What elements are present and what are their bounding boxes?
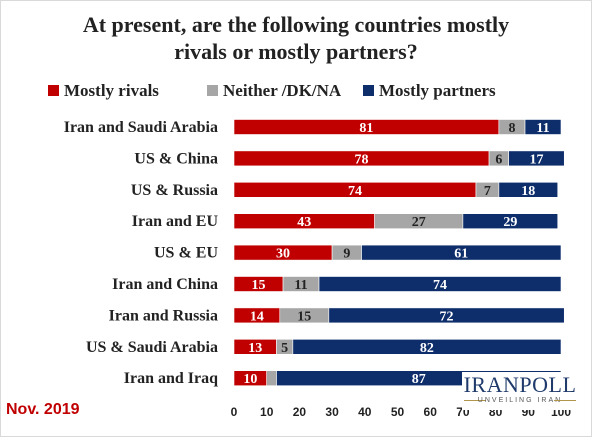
value-label-2-2: 18 xyxy=(521,184,535,199)
value-label-0-1: 8 xyxy=(508,121,515,136)
bar-segment-8-1 xyxy=(266,370,277,387)
iranpoll-logo: IRANPOLL UNVEILING IRAN xyxy=(462,372,578,410)
value-label-1-0: 78 xyxy=(355,152,369,167)
value-label-1-2: 17 xyxy=(529,152,543,167)
value-label-3-0: 43 xyxy=(297,215,311,230)
category-label-4: US & EU xyxy=(154,245,218,262)
value-label-6-1: 15 xyxy=(297,309,311,324)
logo-wordmark: IRANPOLL xyxy=(463,372,577,397)
legend-swatch-0 xyxy=(48,85,59,96)
value-label-4-0: 30 xyxy=(276,247,290,262)
value-label-6-2: 72 xyxy=(440,309,454,324)
bar-segment-6-2 xyxy=(328,307,565,324)
bar-segment-0-2 xyxy=(524,119,562,135)
value-label-7-0: 13 xyxy=(248,341,262,356)
legend-swatch-1 xyxy=(207,85,218,96)
bar-segment-1-2 xyxy=(508,150,565,167)
value-label-1-1: 6 xyxy=(495,152,502,167)
legend-swatch-2 xyxy=(363,85,374,96)
value-label-8-0: 10 xyxy=(243,372,257,387)
x-tick-label-5: 50 xyxy=(391,405,405,419)
bar-segment-5-2 xyxy=(318,276,562,292)
x-tick-label-4: 40 xyxy=(358,405,372,419)
value-label-5-2: 74 xyxy=(433,278,447,293)
logo-tagline: UNVEILING IRAN xyxy=(477,397,563,404)
x-tick-label-1: 10 xyxy=(260,405,274,419)
value-label-0-2: 11 xyxy=(536,121,549,136)
legend-label-1: Neither /DK/NA xyxy=(223,81,342,100)
value-label-2-0: 74 xyxy=(348,184,362,199)
category-label-2: US & Russia xyxy=(131,182,218,199)
value-label-7-2: 82 xyxy=(420,341,434,356)
bar-segment-2-2 xyxy=(498,182,559,198)
value-label-3-1: 27 xyxy=(412,215,426,230)
value-label-0-0: 81 xyxy=(359,121,373,136)
bar-segment-7-2 xyxy=(292,338,562,355)
value-label-8-2: 87 xyxy=(412,372,426,387)
chart-title-line-1: At present, are the following countries … xyxy=(82,12,510,37)
value-label-4-2: 61 xyxy=(454,247,468,262)
chart-title: At present, are the following countries … xyxy=(0,11,592,65)
x-tick-label-3: 30 xyxy=(325,405,339,419)
category-label-5: Iran and China xyxy=(112,276,218,293)
value-label-5-0: 15 xyxy=(252,278,266,293)
category-label-0: Iran and Saudi Arabia xyxy=(64,119,218,136)
value-label-4-1: 9 xyxy=(343,247,350,262)
x-tick-label-0: 0 xyxy=(231,405,238,419)
x-tick-label-2: 20 xyxy=(293,405,307,419)
survey-date-note: Nov. 2019 xyxy=(6,401,80,418)
logo-rule-right xyxy=(554,400,576,401)
bar-segment-4-2 xyxy=(361,244,562,261)
legend-label-2: Mostly partners xyxy=(379,81,496,100)
value-label-7-1: 5 xyxy=(281,341,288,356)
value-label-3-2: 29 xyxy=(503,215,517,230)
chart-title-line-2: rivals or mostly partners? xyxy=(174,39,418,64)
category-label-6: Iran and Russia xyxy=(109,307,218,324)
value-label-2-1: 7 xyxy=(484,184,491,199)
legend-label-0: Mostly rivals xyxy=(64,81,159,100)
logo-rule-left xyxy=(464,400,486,401)
category-label-8: Iran and Iraq xyxy=(124,370,218,387)
bar-segment-3-2 xyxy=(462,213,559,229)
category-label-7: US & Saudi Arabia xyxy=(86,339,218,356)
category-label-3: Iran and EU xyxy=(132,213,219,230)
value-label-5-1: 11 xyxy=(294,278,307,293)
x-tick-label-6: 60 xyxy=(424,405,438,419)
value-label-6-0: 14 xyxy=(250,309,264,324)
category-label-1: US & China xyxy=(134,150,218,167)
